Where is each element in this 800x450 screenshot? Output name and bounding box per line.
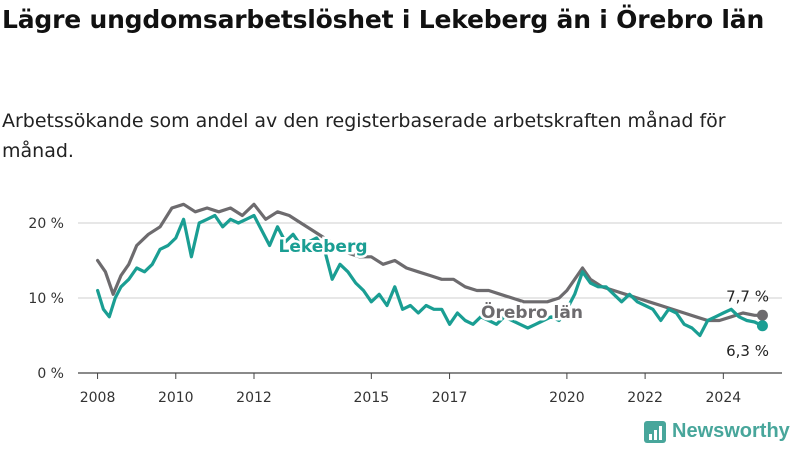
series-name-label--rebro-l-n: Örebro län: [481, 301, 583, 323]
x-tick-label: 2020: [549, 390, 585, 406]
chart-subtitle: Arbetssökande som andel av den registerb…: [2, 110, 726, 162]
series-labels: 7,7 % 6,3 % Lekeberg Örebro län: [276, 235, 769, 360]
x-tick-label: 2015: [354, 390, 390, 406]
logo-text: Newsworthy: [672, 420, 790, 442]
y-tick-label: 20 %: [28, 216, 64, 232]
chart-title: Lägre ungdomsarbetslöshet i Lekeberg än …: [2, 5, 765, 34]
x-tick-label: 2012: [236, 390, 272, 406]
end-value-label--rebro-l-n: 7,7 %: [726, 287, 769, 305]
series-lines: [95, 202, 768, 338]
y-tick-label: 0 %: [37, 366, 64, 382]
series-line-lekeberg: [95, 213, 765, 338]
grid-lines: [78, 222, 782, 374]
newsworthy-logo[interactable]: Newsworthy: [644, 420, 790, 443]
x-tick-label: 2010: [158, 390, 194, 406]
y-tick-label: 10 %: [28, 291, 64, 307]
y-axis: 0 % 10 % 20 %: [28, 216, 64, 382]
x-tick-label: 2024: [706, 390, 742, 406]
x-tick-label: 2017: [432, 390, 468, 406]
x-tick-label: 2008: [80, 390, 116, 406]
series-line--rebro-l-n: [95, 202, 765, 323]
series-end-point-lekeberg: [756, 320, 768, 332]
end-value-label-lekeberg: 6,3 %: [726, 342, 769, 360]
bar-chart-icon: [644, 420, 666, 443]
series-end-point--rebro-l-n: [756, 309, 768, 321]
series-name-label-lekeberg: Lekeberg: [279, 237, 368, 257]
x-axis: 2008 2010 2012 2015 2017 2020 2022 2024: [80, 373, 741, 406]
x-tick-label: 2022: [627, 390, 663, 406]
